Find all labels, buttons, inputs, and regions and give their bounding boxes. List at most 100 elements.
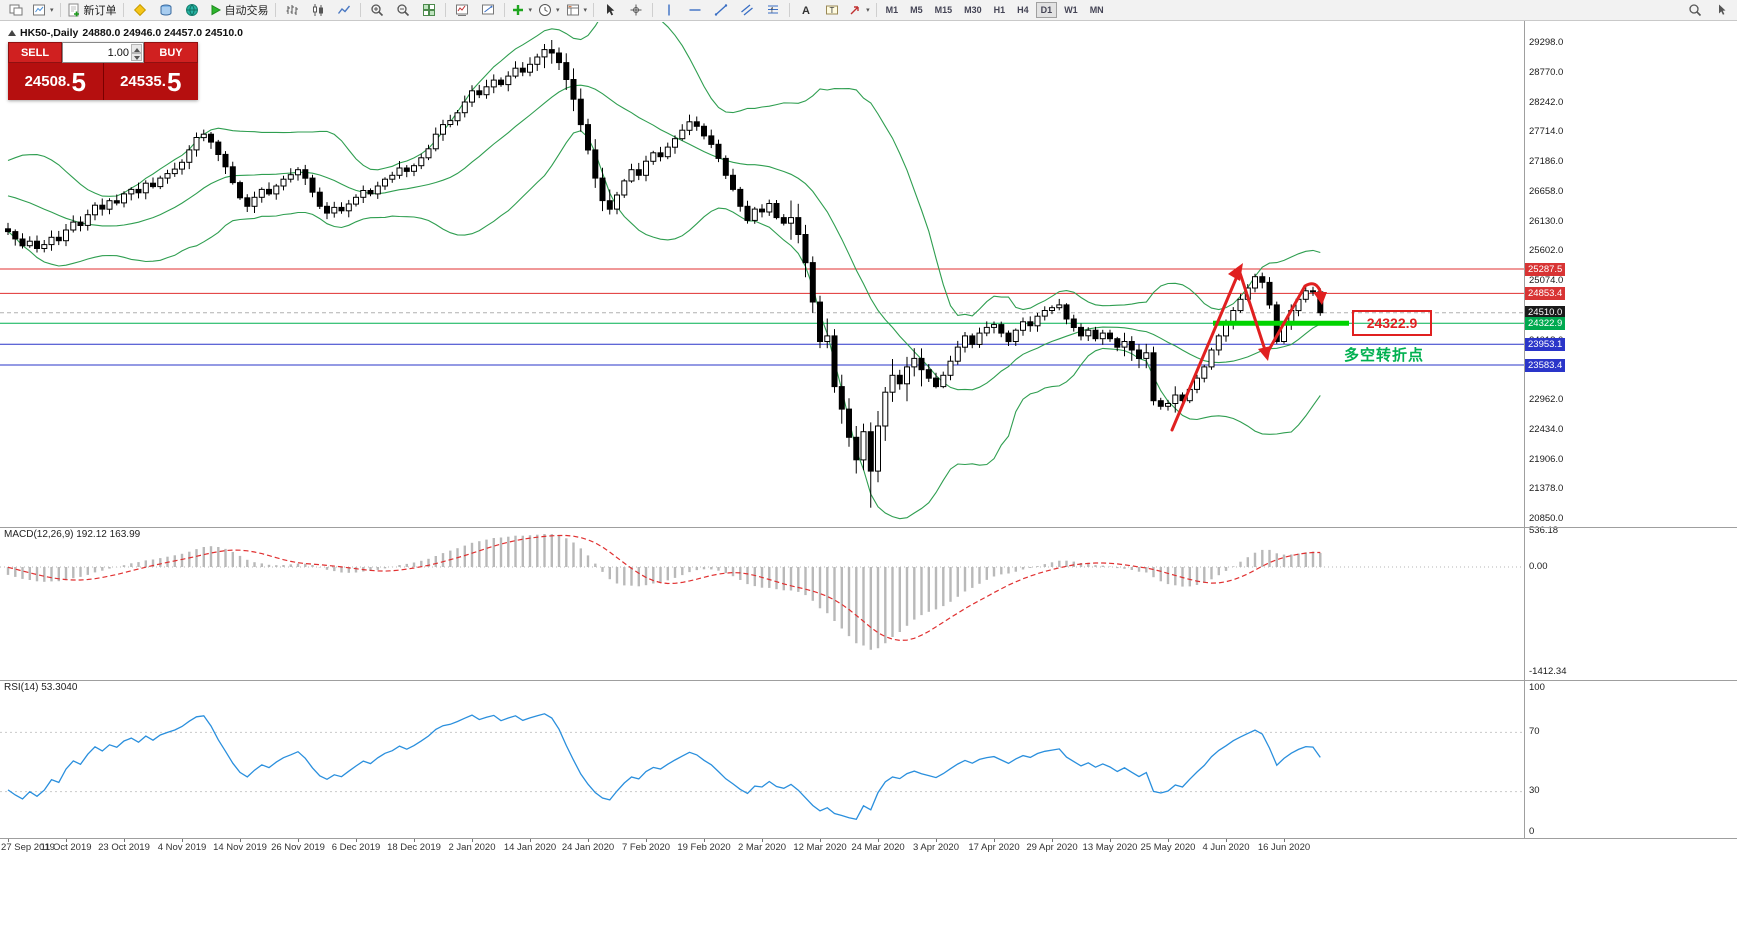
timeframe-M1[interactable]: M1: [885, 5, 899, 15]
fibonacci-icon[interactable]: f: [760, 0, 786, 20]
date-label: 17 Apr 2020: [968, 842, 1020, 853]
candle-body: [1092, 329, 1099, 340]
dropdown-caret-icon: ▾: [866, 7, 870, 14]
price-annotation-box[interactable]: 24322.9: [1352, 310, 1432, 336]
trendline-icon[interactable]: [708, 0, 734, 20]
main-price-pane[interactable]: [0, 22, 1524, 527]
date-tick: [8, 839, 9, 842]
cursor-icon[interactable]: [597, 0, 623, 20]
zoom-out-icon[interactable]: [390, 0, 416, 20]
toolbar-right-group: [1682, 0, 1734, 20]
date-tick: [414, 839, 415, 842]
history-center-icon[interactable]: [153, 0, 179, 20]
volume-down-button[interactable]: [131, 52, 142, 61]
crosshair-icon[interactable]: [623, 0, 649, 20]
pointer-icon[interactable]: [1708, 0, 1734, 20]
community-icon[interactable]: [179, 0, 205, 20]
panel-collapse-icon[interactable]: [8, 30, 16, 36]
date-label: 14 Jan 2020: [503, 842, 557, 853]
autotrading-button[interactable]: 自动交易: [205, 0, 272, 20]
candle-body: [679, 129, 686, 140]
macd-label: MACD(12,26,9) 192.12 163.99: [4, 529, 141, 540]
bar-chart-icon[interactable]: [279, 0, 305, 20]
candle-body: [1266, 281, 1273, 306]
templates-icon[interactable]: ▾: [563, 0, 591, 20]
candle-body: [838, 386, 845, 410]
candle-body: [556, 52, 562, 64]
trend-arrows-annotation[interactable]: [1170, 263, 1327, 432]
rsi-pane[interactable]: [0, 681, 1524, 838]
timeframe-D1[interactable]: D1: [1035, 2, 1058, 18]
timeframe-W1[interactable]: W1: [1064, 5, 1078, 15]
date-label: 4 Nov 2019: [157, 842, 207, 853]
candle-body: [1027, 321, 1034, 327]
tile-windows-icon: [422, 4, 435, 16]
timeframe-M5[interactable]: M5: [910, 5, 923, 15]
turning-point-note[interactable]: 多空转折点: [1344, 347, 1425, 364]
indicators-list-icon[interactable]: [449, 0, 475, 20]
date-label: 27 Sep 2019: [1, 842, 55, 853]
metaeditor-icon[interactable]: [127, 0, 153, 20]
objects-list-icon[interactable]: [475, 0, 501, 20]
candle-body: [1208, 349, 1215, 368]
search-icon[interactable]: [1682, 0, 1708, 20]
candle-body: [113, 200, 120, 204]
candle-body: [1252, 276, 1258, 289]
timeframe-M15[interactable]: M15: [934, 5, 953, 15]
candle-body: [548, 49, 555, 54]
candle-body: [396, 167, 403, 176]
candle-body: [824, 335, 831, 342]
date-tick: [878, 839, 879, 842]
rsi-pane-separator[interactable]: [0, 680, 1737, 681]
vertical-line-icon[interactable]: [656, 0, 682, 20]
volume-up-button[interactable]: [131, 44, 142, 53]
arrow-shapes-icon[interactable]: ▾: [845, 0, 873, 20]
date-tick: [1284, 839, 1285, 842]
candle-body: [809, 262, 816, 303]
date-label: 3 Apr 2020: [913, 842, 959, 853]
date-label: 19 Feb 2020: [677, 842, 731, 853]
candle-body: [360, 190, 367, 198]
macd-pane[interactable]: [0, 528, 1524, 680]
candlestick-chart-icon[interactable]: [305, 0, 331, 20]
macd-pane-separator[interactable]: [0, 527, 1737, 528]
sell-button[interactable]: SELL: [8, 42, 62, 63]
volume-input[interactable]: 1.00: [62, 42, 144, 63]
vertical-line-icon: [668, 4, 670, 16]
timeframe-MN[interactable]: MN: [1089, 5, 1104, 15]
metaeditor-icon: [133, 3, 146, 17]
candle-body: [418, 157, 425, 167]
timeframe-M30[interactable]: M30: [964, 5, 982, 15]
timeframe-H1[interactable]: H1: [993, 5, 1006, 15]
candle-body: [12, 231, 19, 240]
periods-icon[interactable]: ▾: [535, 0, 563, 20]
zoom-in-icon[interactable]: [364, 0, 390, 20]
candle-body: [512, 67, 519, 77]
date-label: 18 Dec 2019: [387, 842, 441, 853]
charts-window-icon[interactable]: [3, 0, 29, 20]
rsi-label: RSI(14) 53.3040: [4, 682, 78, 693]
candle-body: [896, 374, 903, 385]
channel-icon[interactable]: [734, 0, 760, 20]
macd-signal-line: [7, 534, 1321, 642]
date-tick: [472, 839, 473, 842]
tile-windows-icon[interactable]: [416, 0, 442, 20]
candle-body: [527, 63, 533, 73]
text-icon[interactable]: A: [793, 0, 819, 20]
add-indicator-icon[interactable]: ▾: [508, 0, 536, 20]
price-axis-label: 27186.0: [1529, 156, 1564, 167]
candle-body: [490, 79, 497, 88]
timeframe-H4[interactable]: H4: [1017, 5, 1029, 15]
text-label-icon[interactable]: T: [819, 0, 845, 20]
horizontal-line-icon[interactable]: [682, 0, 708, 20]
price-scale-separator[interactable]: [1524, 21, 1525, 838]
buy-button[interactable]: BUY: [144, 42, 198, 63]
new-order-button[interactable]: 新订单: [64, 0, 120, 20]
candle-body: [382, 178, 388, 187]
candle-body: [222, 153, 229, 168]
charts-profile-icon[interactable]: ▾: [29, 0, 57, 20]
candle-body: [969, 335, 976, 345]
date-tick: [704, 839, 705, 842]
line-chart-icon[interactable]: [331, 0, 357, 20]
candle-body: [643, 160, 649, 176]
